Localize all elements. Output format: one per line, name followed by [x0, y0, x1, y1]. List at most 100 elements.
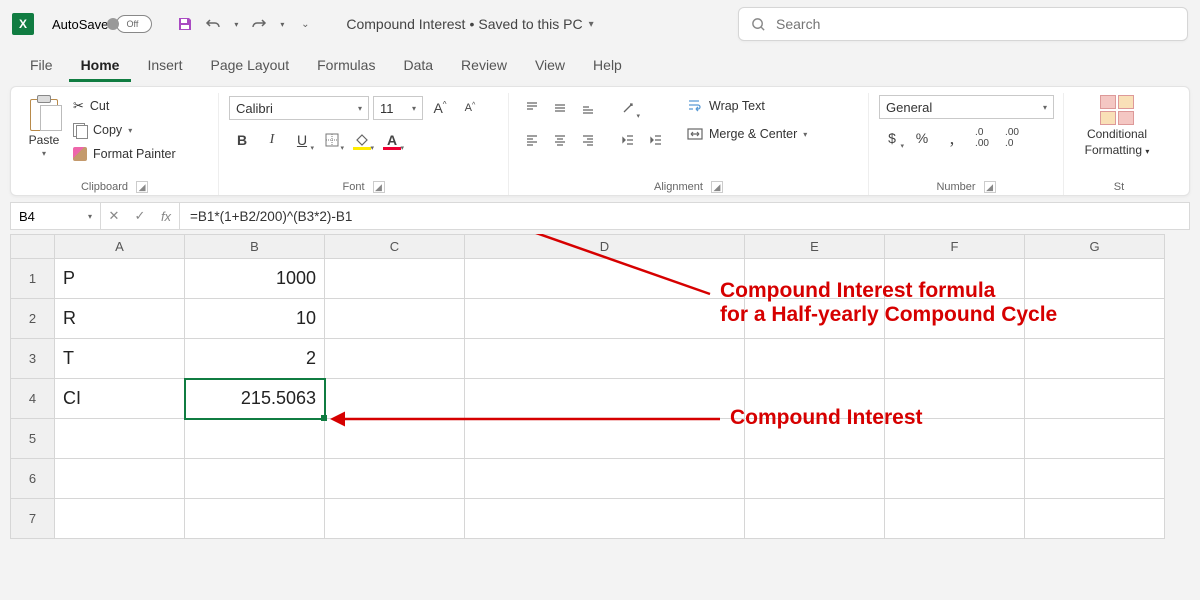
cell-g4[interactable] [1025, 379, 1165, 419]
cell-a2[interactable]: R [55, 299, 185, 339]
col-header-f[interactable]: F [885, 235, 1025, 259]
enter-formula-icon[interactable]: ✓ [127, 208, 153, 224]
col-header-a[interactable]: A [55, 235, 185, 259]
cell-b3[interactable]: 2 [185, 339, 325, 379]
cell-b7[interactable] [185, 499, 325, 539]
cell-d6[interactable] [465, 459, 745, 499]
tab-formulas[interactable]: Formulas [305, 51, 387, 82]
cell-d7[interactable] [465, 499, 745, 539]
tab-file[interactable]: File [18, 51, 65, 82]
cell-g1[interactable] [1025, 259, 1165, 299]
cell-f5[interactable] [885, 419, 1025, 459]
cell-g6[interactable] [1025, 459, 1165, 499]
row-header-4[interactable]: 4 [11, 379, 55, 419]
cell-f4[interactable] [885, 379, 1025, 419]
align-middle-icon[interactable] [547, 95, 573, 121]
cell-a4[interactable]: CI [55, 379, 185, 419]
fx-icon[interactable]: fx [153, 209, 179, 224]
save-icon[interactable] [174, 13, 196, 35]
row-header-1[interactable]: 1 [11, 259, 55, 299]
increase-decimal-icon[interactable]: .0.00 [969, 125, 995, 151]
col-header-c[interactable]: C [325, 235, 465, 259]
tab-help[interactable]: Help [581, 51, 634, 82]
redo-dropdown-icon[interactable]: ▾ [276, 13, 288, 35]
cell-e5[interactable] [745, 419, 885, 459]
number-format-combo[interactable]: General▾ [879, 95, 1054, 119]
cell-g3[interactable] [1025, 339, 1165, 379]
align-left-icon[interactable] [519, 127, 545, 153]
cell-g2[interactable] [1025, 299, 1165, 339]
fill-color-button[interactable]: ▾ [349, 127, 375, 153]
cell-a1[interactable]: P [55, 259, 185, 299]
cell-g7[interactable] [1025, 499, 1165, 539]
cell-a5[interactable] [55, 419, 185, 459]
cell-b5[interactable] [185, 419, 325, 459]
qat-customize-icon[interactable]: ⌄ [294, 13, 316, 35]
select-all-corner[interactable] [11, 235, 55, 259]
conditional-formatting-button[interactable]: Conditional Formatting ▾ [1074, 95, 1160, 178]
col-header-d[interactable]: D [465, 235, 745, 259]
cell-c2[interactable] [325, 299, 465, 339]
undo-dropdown-icon[interactable]: ▾ [230, 13, 242, 35]
cell-d4[interactable] [465, 379, 745, 419]
align-top-icon[interactable] [519, 95, 545, 121]
cell-f2[interactable] [885, 299, 1025, 339]
cell-e3[interactable] [745, 339, 885, 379]
undo-icon[interactable] [202, 13, 224, 35]
cell-b2[interactable]: 10 [185, 299, 325, 339]
decrease-indent-icon[interactable] [615, 127, 641, 153]
align-bottom-icon[interactable] [575, 95, 601, 121]
cell-c1[interactable] [325, 259, 465, 299]
dialog-launcher-icon[interactable]: ◢ [711, 181, 723, 193]
cell-d2[interactable] [465, 299, 745, 339]
toggle-switch-icon[interactable]: Off [116, 15, 152, 33]
cell-e4[interactable] [745, 379, 885, 419]
cell-f3[interactable] [885, 339, 1025, 379]
increase-indent-icon[interactable] [643, 127, 669, 153]
wrap-text-button[interactable]: Wrap Text [687, 95, 807, 117]
cell-c4[interactable] [325, 379, 465, 419]
tab-review[interactable]: Review [449, 51, 519, 82]
cell-d3[interactable] [465, 339, 745, 379]
col-header-g[interactable]: G [1025, 235, 1165, 259]
cell-e1[interactable] [745, 259, 885, 299]
tab-page-layout[interactable]: Page Layout [198, 51, 301, 82]
percent-format-icon[interactable]: % [909, 125, 935, 151]
cell-e7[interactable] [745, 499, 885, 539]
accounting-format-icon[interactable]: $▾ [879, 125, 905, 151]
underline-button[interactable]: U▾ [289, 127, 315, 153]
cancel-formula-icon[interactable]: ✕ [101, 208, 127, 224]
document-title[interactable]: Compound Interest • Saved to this PC ▾ [346, 16, 593, 32]
col-header-e[interactable]: E [745, 235, 885, 259]
cell-f1[interactable] [885, 259, 1025, 299]
cell-a7[interactable] [55, 499, 185, 539]
font-color-button[interactable]: A▾ [379, 127, 405, 153]
paste-button[interactable]: Paste ▾ [21, 95, 67, 178]
comma-format-icon[interactable]: , [939, 125, 965, 151]
cell-f7[interactable] [885, 499, 1025, 539]
dialog-launcher-icon[interactable]: ◢ [984, 181, 996, 193]
tab-view[interactable]: View [523, 51, 577, 82]
cell-f6[interactable] [885, 459, 1025, 499]
cut-button[interactable]: Cut [73, 95, 176, 117]
redo-icon[interactable] [248, 13, 270, 35]
cell-c3[interactable] [325, 339, 465, 379]
cell-c6[interactable] [325, 459, 465, 499]
cell-e2[interactable] [745, 299, 885, 339]
align-center-icon[interactable] [547, 127, 573, 153]
row-header-5[interactable]: 5 [11, 419, 55, 459]
bold-button[interactable]: B [229, 127, 255, 153]
cell-d1[interactable] [465, 259, 745, 299]
name-box[interactable]: B4▾ [11, 203, 101, 229]
copy-button[interactable]: Copy▾ [73, 119, 176, 141]
tab-data[interactable]: Data [391, 51, 445, 82]
font-name-combo[interactable]: Calibri▾ [229, 96, 369, 120]
row-header-6[interactable]: 6 [11, 459, 55, 499]
decrease-decimal-icon[interactable]: .00.0 [999, 125, 1025, 151]
tab-insert[interactable]: Insert [135, 51, 194, 82]
autosave-toggle[interactable]: AutoSave Off [52, 15, 152, 33]
formula-input[interactable]: =B1*(1+B2/200)^(B3*2)-B1 [180, 203, 1189, 229]
row-header-2[interactable]: 2 [11, 299, 55, 339]
cell-a3[interactable]: T [55, 339, 185, 379]
col-header-b[interactable]: B [185, 235, 325, 259]
